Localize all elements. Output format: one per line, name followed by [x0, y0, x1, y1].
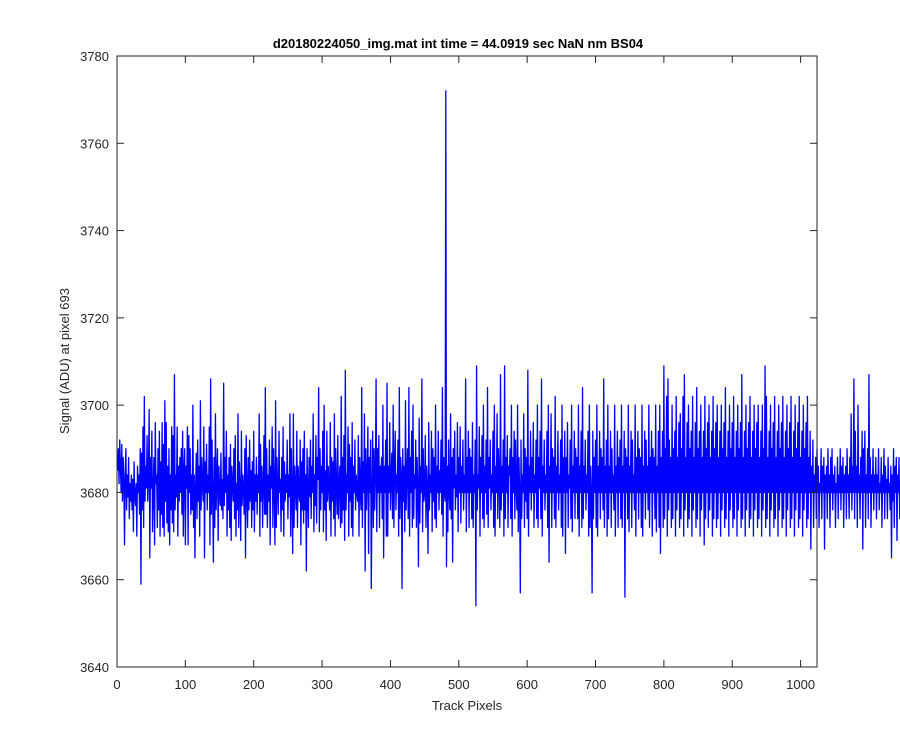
x-axis: 0 100 200 300 400 500 600 700 800 900 1000 — [113, 56, 815, 692]
plot-axes-box — [116, 55, 818, 668]
y-axis: 3640 3660 3680 3700 3720 3740 3760 3780 — [80, 49, 817, 675]
x-tick-label-900: 900 — [721, 677, 743, 692]
x-tick-label-300: 300 — [311, 677, 333, 692]
y-tick-label-3720: 3720 — [80, 311, 109, 326]
x-axis-label: Track Pixels — [432, 698, 503, 713]
x-tick-label-400: 400 — [380, 677, 402, 692]
x-tick-label-200: 200 — [243, 677, 265, 692]
x-tick-label-500: 500 — [448, 677, 470, 692]
x-tick-label-600: 600 — [516, 677, 538, 692]
y-tick-label-3780: 3780 — [80, 49, 109, 64]
x-tick-label-800: 800 — [653, 677, 675, 692]
x-tick-label-0: 0 — [113, 677, 120, 692]
y-tick-label-3680: 3680 — [80, 485, 109, 500]
chart-title: d20180224050_img.mat int time = 44.0919 … — [273, 36, 644, 51]
y-tick-label-3740: 3740 — [80, 224, 109, 239]
series-line-0 — [117, 90, 900, 607]
plot-area-background — [117, 56, 817, 667]
y-tick-label-3640: 3640 — [80, 660, 109, 675]
series-layer — [117, 90, 900, 607]
y-tick-label-3700: 3700 — [80, 398, 109, 413]
y-tick-label-3760: 3760 — [80, 136, 109, 151]
x-tick-label-100: 100 — [175, 677, 197, 692]
x-tick-label-700: 700 — [585, 677, 607, 692]
y-tick-label-3660: 3660 — [80, 573, 109, 588]
x-tick-label-1000: 1000 — [786, 677, 815, 692]
y-axis-label: Signal (ADU) at pixel 693 — [57, 288, 72, 434]
